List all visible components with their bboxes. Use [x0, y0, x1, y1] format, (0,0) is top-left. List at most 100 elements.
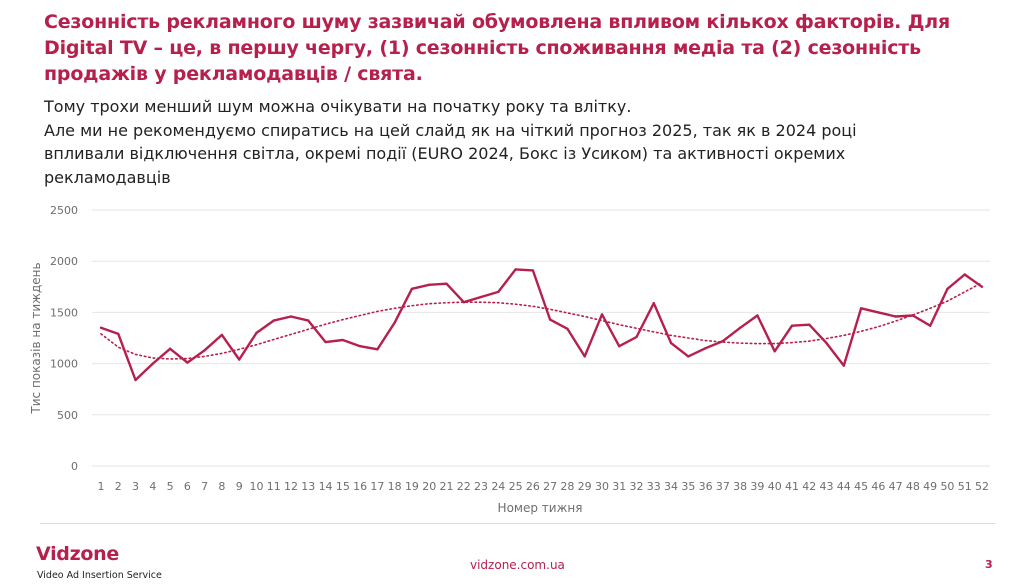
x-tick-label: 12: [284, 480, 298, 493]
y-tick-label: 2000: [50, 255, 78, 268]
x-tick-label: 36: [699, 480, 713, 493]
x-tick-label: 34: [664, 480, 678, 493]
data-point: [307, 319, 310, 322]
y-tick-label: 500: [57, 409, 78, 422]
x-tick-label: 33: [647, 480, 661, 493]
x-tick-label: 2: [115, 480, 122, 493]
data-point: [652, 301, 655, 305]
x-tick-label: 17: [370, 480, 384, 493]
x-tick-label: 44: [837, 480, 851, 493]
footer-url: vidzone.com.ua: [470, 558, 565, 572]
data-point: [445, 282, 448, 285]
y-tick-label: 1500: [50, 306, 78, 319]
data-point: [393, 321, 396, 324]
x-tick-label: 9: [236, 480, 243, 493]
x-tick-label: 45: [854, 480, 868, 493]
x-tick-label: 32: [630, 480, 644, 493]
data-point: [877, 311, 880, 314]
x-tick-label: 8: [218, 480, 225, 493]
slide-headline: Сезонність рекламного шуму зазвичай обум…: [44, 11, 951, 85]
series-points: [99, 268, 984, 382]
data-point: [479, 295, 483, 299]
data-point: [911, 314, 915, 317]
x-axis-ticks: 1 2 3 4 5 6 7 8 9 10 11 12 13 14 15 16 17 18 19 20 21 22 23 24 2…: [98, 480, 990, 493]
data-point: [272, 319, 275, 322]
data-point: [168, 347, 172, 350]
x-tick-label: 20: [422, 480, 436, 493]
data-point: [773, 350, 776, 353]
data-point: [548, 318, 552, 321]
subtext-line: Але ми не рекомендуємо спиратись на цей …: [44, 120, 857, 140]
x-tick-label: 26: [526, 480, 540, 493]
x-tick-label: 23: [474, 480, 488, 493]
x-tick-label: 18: [388, 480, 402, 493]
x-tick-label: 1: [98, 480, 105, 493]
subtext-line: Тому трохи менший шум можна очікувати на…: [44, 97, 632, 116]
x-tick-label: 4: [149, 480, 156, 493]
data-point: [808, 323, 811, 326]
x-tick-label: 52: [975, 480, 989, 493]
data-point: [738, 326, 742, 329]
x-tick-label: 19: [405, 480, 419, 493]
x-tick-label: 43: [820, 480, 834, 493]
x-tick-label: 31: [612, 480, 626, 493]
x-tick-label: 28: [560, 480, 574, 493]
x-axis-label: Номер тижня: [498, 501, 583, 515]
x-tick-label: 10: [249, 480, 263, 493]
x-tick-label: 29: [578, 480, 592, 493]
x-tick-label: 35: [681, 480, 695, 493]
data-point: [842, 364, 846, 367]
data-point: [825, 341, 828, 345]
x-tick-label: 51: [958, 480, 972, 493]
x-tick-label: 22: [457, 480, 471, 493]
data-point: [134, 378, 137, 382]
x-tick-label: 39: [750, 480, 764, 493]
data-point: [894, 315, 897, 318]
x-tick-label: 6: [184, 480, 191, 493]
data-point: [410, 287, 414, 291]
y-tick-label: 1000: [50, 358, 78, 371]
slide-subtext: Тому трохи менший шум можна очікувати на…: [44, 95, 1004, 189]
x-tick-label: 27: [543, 480, 557, 493]
page-number: 3: [985, 558, 993, 571]
data-point: [220, 333, 224, 337]
data-point: [963, 273, 966, 276]
x-tick-label: 3: [132, 480, 139, 493]
data-point: [237, 358, 241, 361]
x-tick-label: 14: [319, 480, 333, 493]
data-point: [186, 361, 189, 364]
data-point: [341, 338, 345, 342]
x-tick-label: 42: [802, 480, 816, 493]
data-point: [99, 326, 103, 329]
x-tick-label: 7: [201, 480, 208, 493]
y-axis-label: Тис показів на тиждень: [29, 262, 43, 414]
x-tick-label: 48: [906, 480, 920, 493]
data-point: [756, 314, 759, 317]
x-tick-label: 38: [733, 480, 747, 493]
x-tick-label: 15: [336, 480, 350, 493]
data-point: [928, 324, 932, 327]
vidzone-logo: Vidzone: [36, 543, 119, 565]
subtext-line: впливали відключення світла, окремі поді…: [44, 144, 846, 163]
data-point: [203, 349, 206, 352]
data-point: [669, 341, 673, 345]
data-point: [790, 324, 794, 327]
x-tick-label: 46: [871, 480, 885, 493]
x-tick-label: 24: [491, 480, 505, 493]
data-point: [583, 355, 586, 358]
x-tick-label: 13: [301, 480, 315, 493]
data-point: [151, 362, 155, 365]
data-point: [497, 290, 500, 294]
subtext-line: рекламодавців: [44, 167, 171, 187]
y-axis-ticks: 0 500 1000 1500 2000 2500: [50, 204, 78, 473]
x-tick-label: 16: [353, 480, 367, 493]
data-point: [946, 287, 949, 291]
x-tick-label: 21: [439, 480, 453, 493]
x-tick-label: 37: [716, 480, 730, 493]
data-point: [255, 331, 258, 335]
y-tick-label: 0: [71, 460, 78, 473]
data-point: [618, 344, 621, 348]
data-point: [358, 344, 362, 348]
x-tick-label: 41: [785, 480, 799, 493]
